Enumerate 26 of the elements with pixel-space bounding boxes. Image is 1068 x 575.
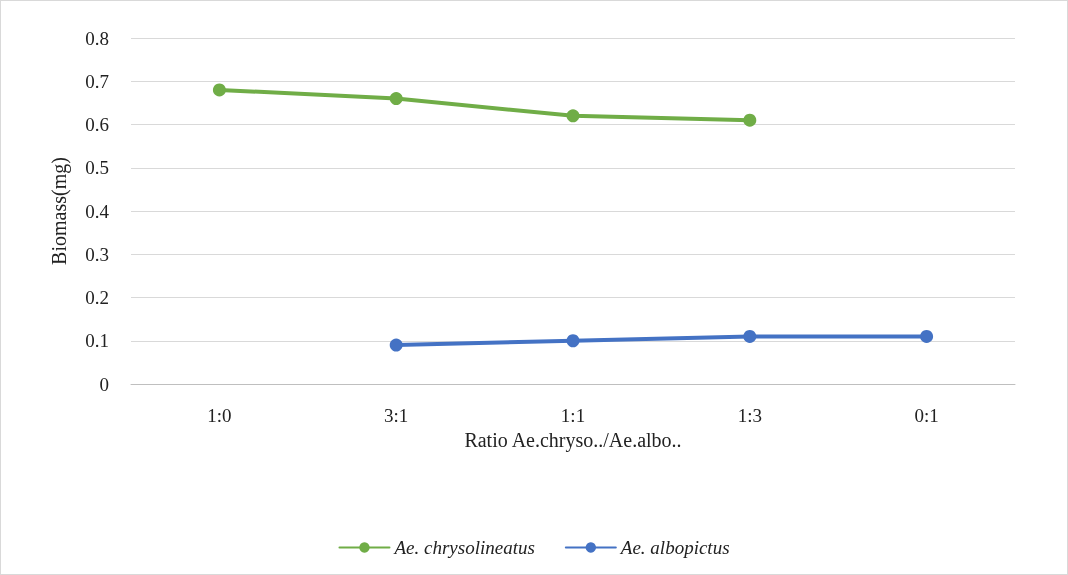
point	[212, 83, 226, 97]
y-tick-label: 0.2	[85, 287, 109, 308]
point	[389, 92, 403, 106]
x-tick-label: 3:1	[384, 405, 409, 426]
y-tick-label: 0.1	[85, 330, 109, 352]
legend-label: Ae. albopictus	[618, 537, 730, 558]
y-tick-label: 0.6	[85, 114, 109, 135]
x-tick-label: 1:3	[737, 405, 762, 426]
point	[389, 338, 403, 352]
legend-label: Ae. chrysolineatus	[392, 537, 535, 558]
point	[566, 334, 580, 348]
x-tick-label: 1:0	[207, 405, 232, 426]
y-tick-label: 0.5	[85, 157, 109, 179]
point	[743, 329, 757, 343]
y-tick-label: 0.3	[85, 243, 109, 265]
y-tick-label: 0.8	[85, 27, 109, 49]
y-tick-label: 0.4	[85, 200, 110, 222]
point	[743, 113, 757, 127]
x-tick-label: 1:1	[560, 405, 586, 426]
y-tick-label: 0.7	[85, 70, 109, 92]
point	[920, 329, 934, 343]
y-tick-label: 0	[99, 373, 109, 395]
x-axis-title: Ratio Ae.chryso../Ae.albo..	[464, 428, 682, 452]
x-tick-label: 0:1	[914, 405, 939, 426]
y-axis-title: Biomass(mg)	[48, 157, 71, 265]
point	[566, 109, 580, 123]
